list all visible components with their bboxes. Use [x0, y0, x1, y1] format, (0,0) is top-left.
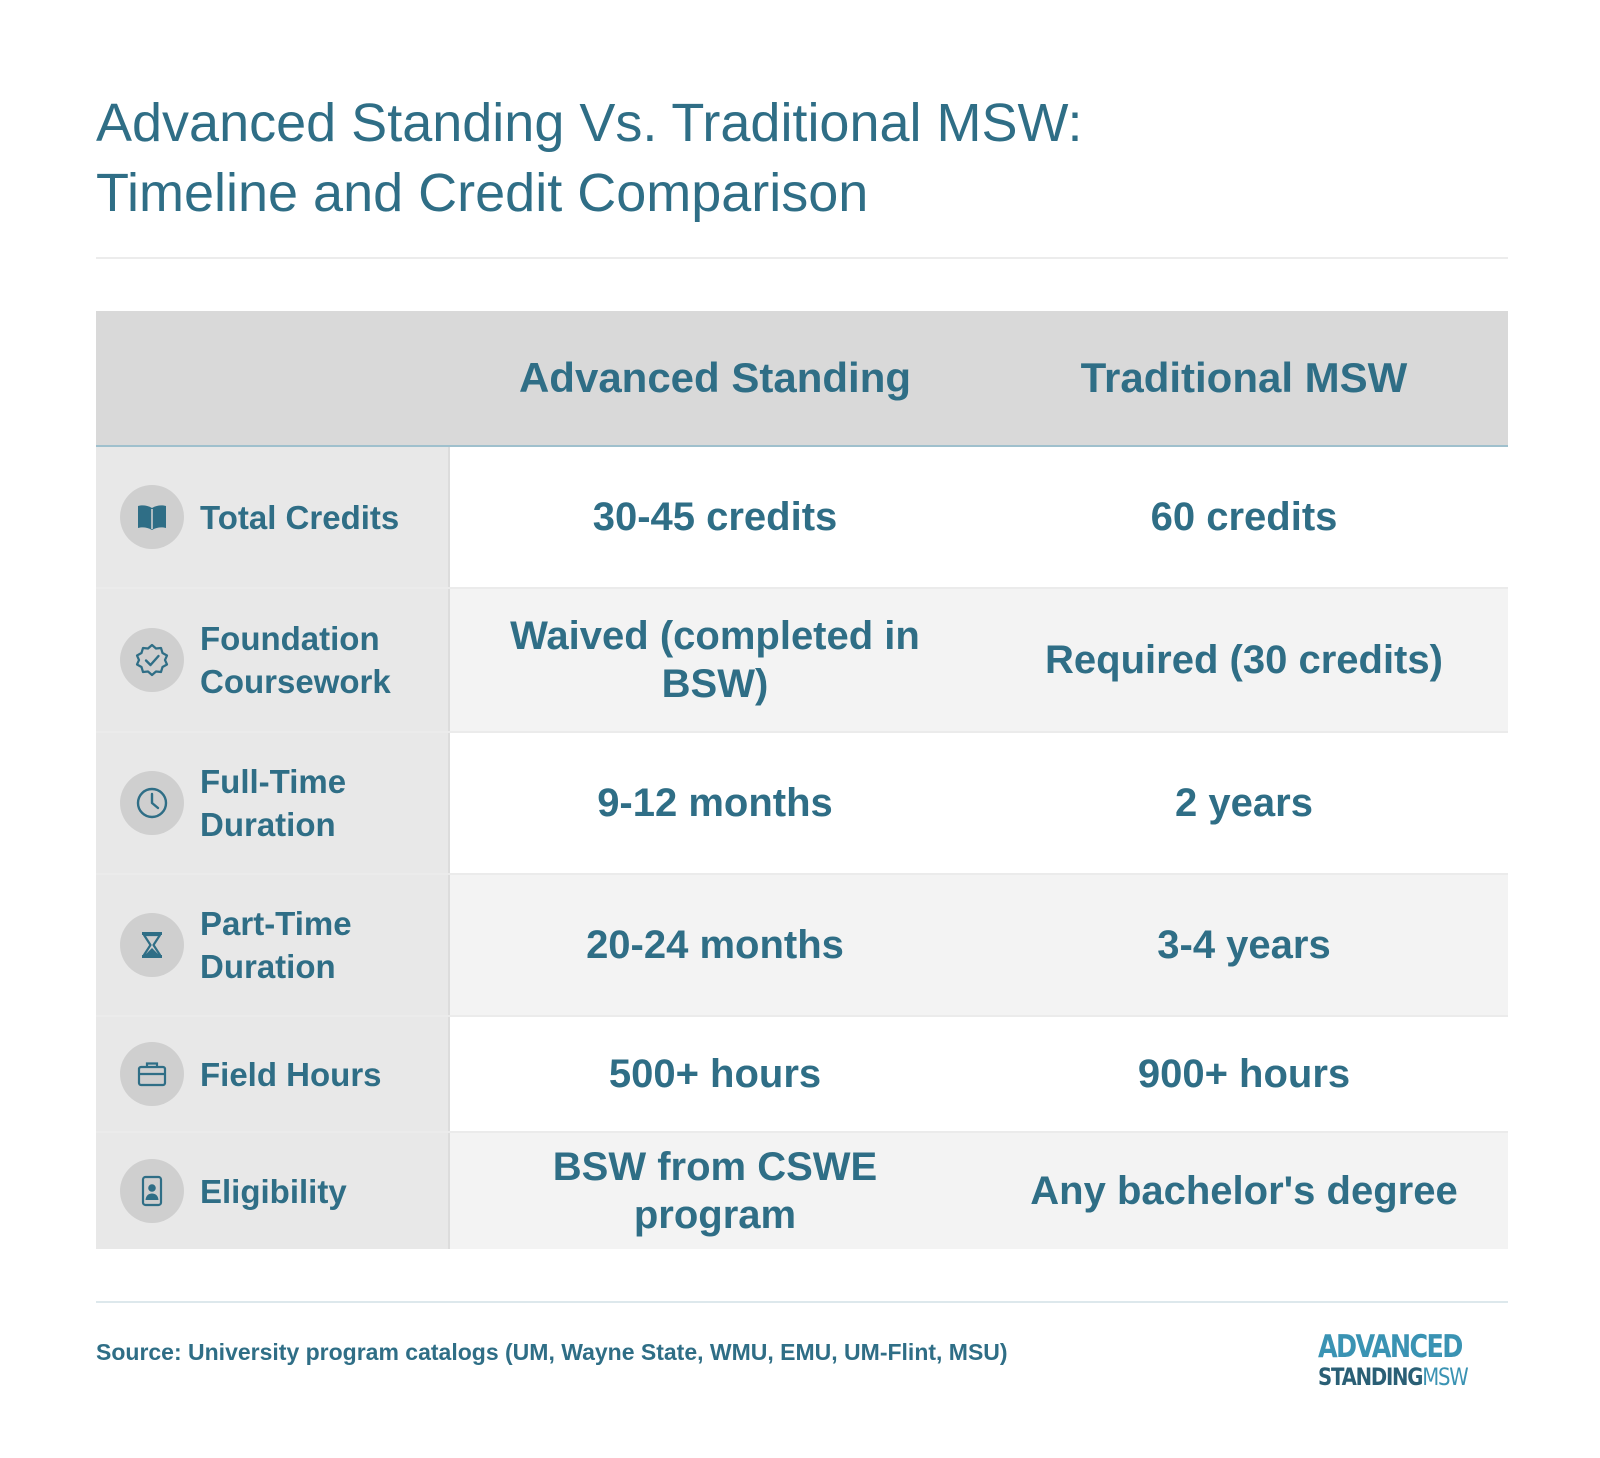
advanced-value: 9-12 months	[450, 733, 980, 873]
traditional-value: 900+ hours	[980, 1017, 1508, 1131]
logo-top-text: ADVANCED	[1317, 1329, 1463, 1365]
advanced-value: 500+ hours	[450, 1017, 980, 1131]
row-label-cell: Full-Time Duration	[96, 733, 450, 873]
brand-logo: ADVANCED STANDINGMSW	[1317, 1329, 1500, 1391]
comparison-table: Advanced Standing Traditional MSW Total …	[96, 311, 1508, 1249]
advanced-value: BSW from CSWE program	[450, 1133, 980, 1249]
title-line-2: Timeline and Credit Comparison	[96, 163, 869, 223]
id-badge-icon	[120, 1159, 184, 1223]
row-label: Total Credits	[200, 498, 400, 536]
header-advanced-standing: Advanced Standing	[518, 354, 912, 401]
advanced-value: Waived (completed in BSW)	[450, 589, 980, 731]
row-label-cell: Eligibility	[96, 1133, 450, 1249]
table-row: Full-Time Duration 9-12 months 2 years	[96, 733, 1508, 875]
clock-icon	[120, 771, 184, 835]
advanced-value: 20-24 months	[450, 875, 980, 1015]
traditional-value: 3-4 years	[980, 875, 1508, 1015]
row-label: Foundation Coursework	[200, 620, 391, 700]
page-title: Advanced Standing Vs. Traditional MSW: T…	[96, 88, 1508, 228]
logo-bottom-text: STANDINGMSW	[1317, 1363, 1469, 1391]
row-label-cell: Total Credits	[96, 447, 450, 587]
row-label-cell: Part-Time Duration	[96, 875, 450, 1015]
source-note: Source: University program catalogs (UM,…	[96, 1339, 1008, 1365]
table-row: Field Hours 500+ hours 900+ hours	[96, 1017, 1508, 1133]
advanced-value: 30-45 credits	[450, 447, 980, 587]
logo-standing-text: STANDING	[1317, 1363, 1423, 1391]
table-row: Foundation Coursework Waived (completed …	[96, 589, 1508, 733]
title-divider	[96, 257, 1508, 259]
header-empty-cell	[96, 311, 450, 445]
logo-msw-text: MSW	[1421, 1363, 1468, 1391]
table-row: Total Credits 30-45 credits 60 credits	[96, 447, 1508, 589]
table-row: Eligibility BSW from CSWE program Any ba…	[96, 1133, 1508, 1249]
table-row: Part-Time Duration 20-24 months 3-4 year…	[96, 875, 1508, 1017]
row-label: Part-Time Duration	[200, 905, 352, 985]
briefcase-icon	[120, 1042, 184, 1106]
footer-divider	[96, 1301, 1508, 1303]
badge-check-icon	[120, 628, 184, 692]
row-label-cell: Field Hours	[96, 1017, 450, 1131]
traditional-value: Any bachelor's degree	[980, 1133, 1508, 1249]
hourglass-icon	[120, 913, 184, 977]
row-label: Eligibility	[200, 1172, 347, 1210]
title-line-1: Advanced Standing Vs. Traditional MSW:	[96, 93, 1083, 153]
traditional-value: 60 credits	[980, 447, 1508, 587]
header-traditional-msw: Traditional MSW	[1080, 354, 1408, 401]
table-header: Advanced Standing Traditional MSW	[96, 311, 1508, 447]
traditional-value: Required (30 credits)	[980, 589, 1508, 731]
traditional-value: 2 years	[980, 733, 1508, 873]
row-label: Full-Time Duration	[200, 763, 347, 843]
row-label: Field Hours	[200, 1055, 382, 1093]
book-icon	[120, 485, 184, 549]
row-label-cell: Foundation Coursework	[96, 589, 450, 731]
